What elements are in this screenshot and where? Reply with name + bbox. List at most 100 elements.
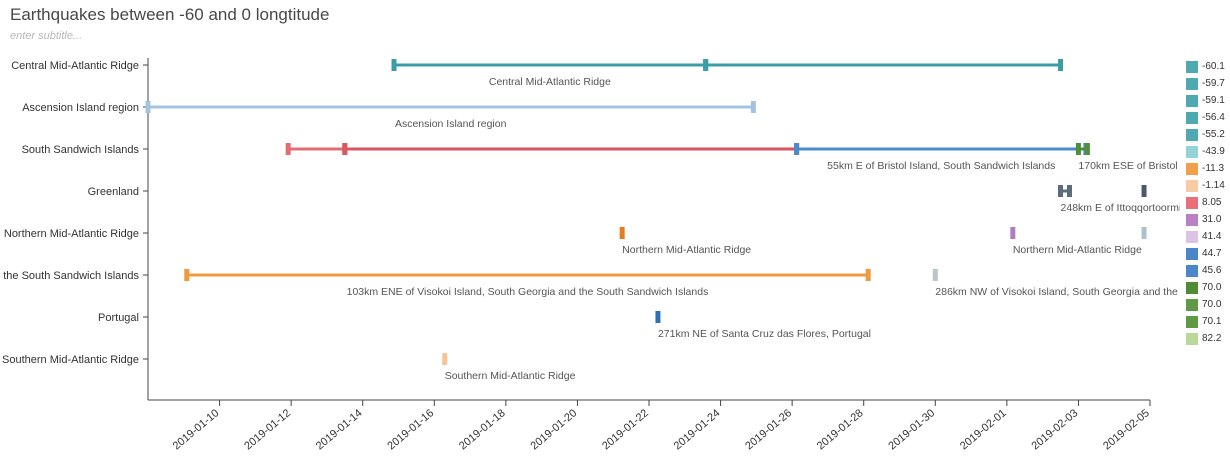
event-marker [1141, 227, 1147, 239]
legend-item[interactable]: 31.0 [1186, 211, 1230, 228]
event-marker [932, 269, 938, 281]
x-tick-label: 2019-02-01 [958, 407, 1009, 452]
legend-item[interactable]: -55.2 [1186, 126, 1230, 143]
event-label: 55km E of Bristol Island, South Sandwich… [827, 160, 1055, 172]
legend-label: -59.1 [1202, 95, 1225, 106]
legend-swatch [1186, 213, 1198, 226]
x-tick-label: 2019-01-26 [743, 407, 794, 452]
legend-label: 31.0 [1202, 214, 1222, 225]
legend-item[interactable]: 8.05 [1186, 194, 1230, 211]
event-label: Southern Mid-Atlantic Ridge [445, 370, 576, 382]
legend-item[interactable]: -59.7 [1186, 75, 1230, 92]
x-tick-label: 2019-02-03 [1030, 407, 1081, 452]
event-start-marker [184, 269, 190, 281]
legend-swatch [1186, 230, 1198, 243]
y-tick-label: Ascension Island region [22, 102, 139, 114]
chart-subtitle[interactable]: enter subtitle... [10, 30, 83, 42]
x-tick-label: 2019-01-22 [600, 407, 651, 452]
event-marker [655, 311, 661, 323]
legend-item[interactable]: 41.4 [1186, 228, 1230, 245]
y-tick-label: Southern Mid-Atlantic Ridge [2, 354, 139, 366]
legend: -60.1 -59.7 -59.1 -56.4 -55.2 -43.9 -11.3 -1.14… [1186, 58, 1230, 347]
legend-item[interactable]: -11.3 [1186, 160, 1230, 177]
event-start-marker [285, 143, 291, 155]
legend-item[interactable]: 44.7 [1186, 245, 1230, 262]
event-label: 103km ENE of Visokoi Island, South Georg… [347, 286, 709, 298]
legend-label: -43.9 [1202, 146, 1225, 157]
y-tick-label: Northern Mid-Atlantic Ridge [4, 228, 139, 240]
legend-item[interactable]: 70.0 [1186, 279, 1230, 296]
event-start-marker [391, 59, 397, 71]
legend-label: -11.3 [1202, 163, 1225, 174]
legend-swatch [1186, 315, 1198, 328]
legend-label: 70.0 [1202, 299, 1222, 310]
y-tick-label: South Sandwich Islands [22, 144, 140, 156]
x-tick-label: 2019-01-14 [314, 407, 365, 452]
legend-item[interactable]: 82.2 [1186, 330, 1230, 347]
legend-swatch [1186, 247, 1198, 260]
legend-label: -55.2 [1202, 129, 1225, 140]
legend-swatch [1186, 264, 1198, 277]
legend-item[interactable]: -59.1 [1186, 92, 1230, 109]
legend-label: -60.1 [1202, 61, 1225, 72]
event-end-marker [1084, 143, 1090, 155]
legend-label: 70.0 [1202, 282, 1222, 293]
legend-item[interactable]: -1.14 [1186, 177, 1230, 194]
legend-label: 44.7 [1202, 248, 1222, 259]
event-start-marker [1075, 143, 1081, 155]
event-label: Ascension Island region [395, 118, 507, 130]
chart-title: Earthquakes between -60 and 0 longtitude [10, 5, 330, 24]
legend-item[interactable]: -43.9 [1186, 143, 1230, 160]
legend-label: 70.1 [1202, 316, 1222, 327]
legend-label: -1.14 [1202, 180, 1225, 191]
legend-swatch [1186, 94, 1198, 107]
y-tick-label: Portugal [98, 312, 139, 324]
x-tick-label: 2019-01-20 [529, 407, 580, 452]
event-start-marker [794, 143, 800, 155]
legend-label: -56.4 [1202, 112, 1225, 123]
timeline-marks: Central Mid-Atlantic Ridge Ascension Isla… [145, 59, 1183, 382]
y-tick-label: Central Mid-Atlantic Ridge [11, 60, 139, 72]
legend-label: 45.6 [1202, 265, 1222, 276]
x-tick-label: 2019-01-16 [385, 407, 436, 452]
legend-swatch [1186, 128, 1198, 141]
legend-swatch [1186, 111, 1198, 124]
axes: Central Mid-Atlantic Ridge Ascension Isla… [0, 58, 1152, 452]
legend-swatch [1186, 298, 1198, 311]
legend-label: 8.05 [1202, 197, 1222, 208]
x-tick-label: 2019-01-12 [242, 407, 293, 452]
legend-swatch [1186, 332, 1198, 345]
event-marker [619, 227, 625, 239]
x-tick-label: 2019-01-10 [171, 407, 222, 452]
event-label: 248km E of Ittoqqortoormiit, Greenland [1061, 202, 1183, 214]
legend-swatch [1186, 162, 1198, 175]
legend-item[interactable]: 45.6 [1186, 262, 1230, 279]
x-tick-label: 2019-01-24 [672, 407, 723, 452]
event-start-marker [703, 59, 709, 71]
y-axis-labels: Central Mid-Atlantic Ridge Ascension Isla… [0, 60, 139, 366]
event-label: Northern Mid-Atlantic Ridge [622, 244, 751, 256]
legend-swatch [1186, 196, 1198, 209]
event-end-marker [1058, 59, 1064, 71]
y-tick-label: Greenland [88, 186, 139, 198]
x-tick-label: 2019-01-18 [457, 407, 508, 452]
legend-item[interactable]: 70.1 [1186, 313, 1230, 330]
event-label: 286km NW of Visokoi Island, South Georgi… [935, 286, 1183, 298]
event-start-marker [342, 143, 348, 155]
y-tick-label: South Georgia and the South Sandwich Isl… [0, 270, 139, 282]
event-label: Northern Mid-Atlantic Ridge [1013, 244, 1142, 256]
legend-swatch [1186, 179, 1198, 192]
x-tick-label: 2019-01-28 [815, 407, 866, 452]
event-label: 271km NE of Santa Cruz das Flores, Portu… [658, 328, 871, 340]
legend-swatch [1186, 281, 1198, 294]
event-end-marker [750, 101, 756, 113]
legend-item[interactable]: 70.0 [1186, 296, 1230, 313]
event-end-marker [1066, 185, 1072, 197]
legend-swatch [1186, 145, 1198, 158]
event-end-marker [865, 269, 871, 281]
legend-item[interactable]: -56.4 [1186, 109, 1230, 126]
legend-item[interactable]: -60.1 [1186, 58, 1230, 75]
legend-label: 82.2 [1202, 333, 1222, 344]
event-start-marker [1058, 185, 1064, 197]
event-start-marker [145, 101, 151, 113]
